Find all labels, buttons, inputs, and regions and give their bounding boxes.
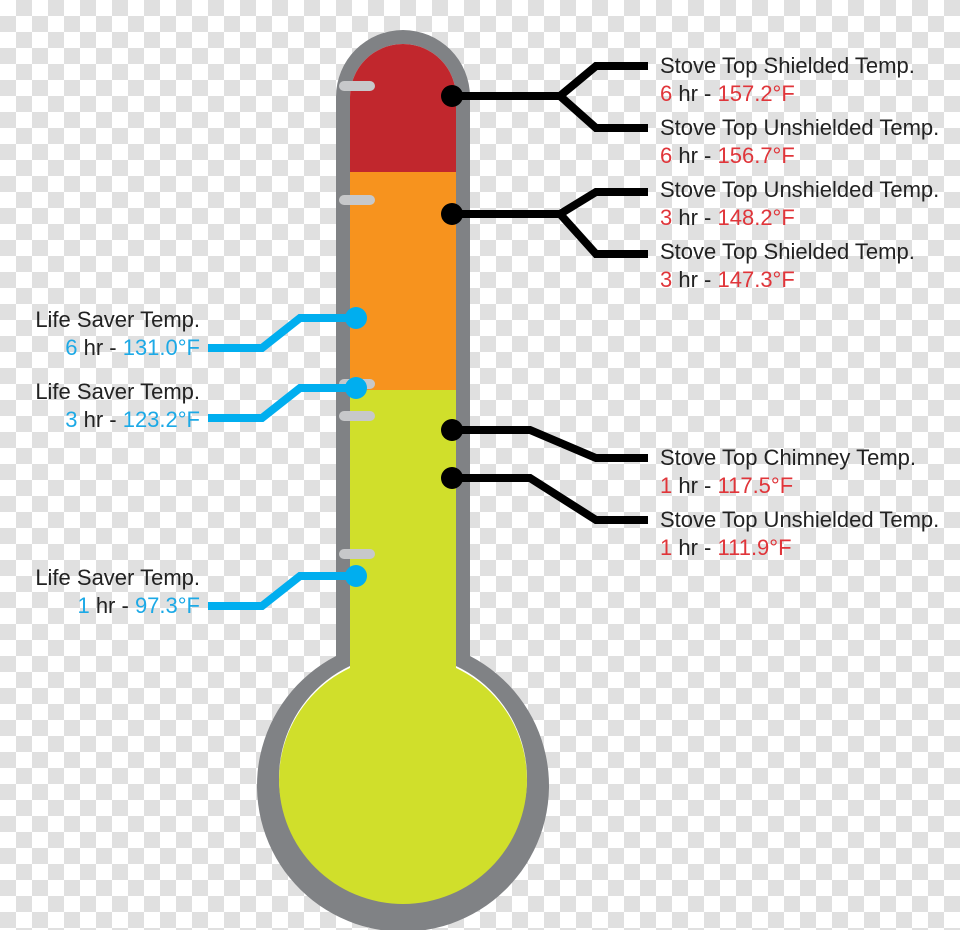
label-title: Stove Top Chimney Temp. xyxy=(660,445,916,470)
label-hr-text: hr - xyxy=(678,81,717,106)
label-hr-text: hr - xyxy=(84,335,123,360)
label-stove-unshielded-6hr: Stove Top Unshielded Temp. 6 hr - 156.7°… xyxy=(660,114,939,169)
label-stove-chimney-1hr: Stove Top Chimney Temp. 1 hr - 117.5°F xyxy=(660,444,916,499)
label-title: Life Saver Temp. xyxy=(35,565,200,590)
label-title: Stove Top Unshielded Temp. xyxy=(660,177,939,202)
label-hr-text: hr - xyxy=(84,407,123,432)
label-value: 117.5°F xyxy=(718,473,794,498)
label-hr-text: hr - xyxy=(678,535,717,560)
label-stove-unshielded-1hr: Stove Top Unshielded Temp. 1 hr - 111.9°… xyxy=(660,506,939,561)
label-hr-text: hr - xyxy=(678,143,717,168)
label-title: Stove Top Shielded Temp. xyxy=(660,53,915,78)
label-title: Stove Top Unshielded Temp. xyxy=(660,507,939,532)
zone-yellow xyxy=(279,390,527,904)
label-value: 97.3°F xyxy=(135,593,200,618)
label-value: 123.2°F xyxy=(123,407,200,432)
label-hours: 6 xyxy=(660,143,672,168)
label-title: Stove Top Shielded Temp. xyxy=(660,239,915,264)
label-stove-unshielded-3hr: Stove Top Unshielded Temp. 3 hr - 148.2°… xyxy=(660,176,939,231)
label-hours: 6 xyxy=(65,335,77,360)
label-hr-text: hr - xyxy=(678,473,717,498)
zone-red xyxy=(350,44,456,172)
label-title: Life Saver Temp. xyxy=(35,307,200,332)
label-value: 157.2°F xyxy=(718,81,795,106)
label-lifesaver-1hr: Life Saver Temp. 1 hr - 97.3°F xyxy=(35,564,200,619)
label-hours: 1 xyxy=(660,473,672,498)
label-hours: 1 xyxy=(660,535,672,560)
label-title: Stove Top Unshielded Temp. xyxy=(660,115,939,140)
label-stove-shielded-6hr: Stove Top Shielded Temp. 6 hr - 157.2°F xyxy=(660,52,915,107)
label-title: Life Saver Temp. xyxy=(35,379,200,404)
right-connectors xyxy=(441,66,648,520)
label-stove-shielded-3hr: Stove Top Shielded Temp. 3 hr - 147.3°F xyxy=(660,238,915,293)
label-hours: 1 xyxy=(77,593,89,618)
label-value: 131.0°F xyxy=(123,335,200,360)
label-value: 156.7°F xyxy=(718,143,795,168)
label-hours: 6 xyxy=(660,81,672,106)
label-value: 111.9°F xyxy=(718,535,792,560)
label-lifesaver-6hr: Life Saver Temp. 6 hr - 131.0°F xyxy=(35,306,200,361)
label-hr-text: hr - xyxy=(96,593,135,618)
label-hours: 3 xyxy=(660,267,672,292)
label-value: 147.3°F xyxy=(718,267,795,292)
label-hours: 3 xyxy=(65,407,77,432)
label-hours: 3 xyxy=(660,205,672,230)
label-value: 148.2°F xyxy=(718,205,795,230)
label-lifesaver-3hr: Life Saver Temp. 3 hr - 123.2°F xyxy=(35,378,200,433)
label-hr-text: hr - xyxy=(678,205,717,230)
label-hr-text: hr - xyxy=(678,267,717,292)
